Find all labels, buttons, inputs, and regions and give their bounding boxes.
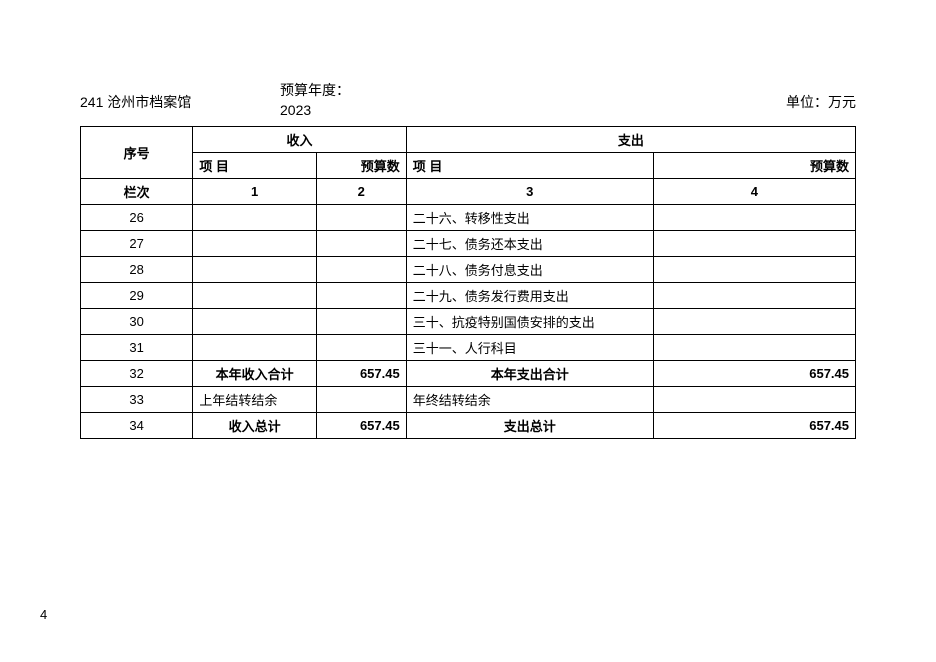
expense-budget-cell: [653, 309, 855, 335]
income-subtotal-label: 本年收入合计: [193, 361, 317, 387]
year-info: 预算年度： 2023: [280, 80, 430, 118]
table-row: 26 二十六、转移性支出: [81, 205, 856, 231]
column-3: 3: [406, 179, 653, 205]
page-number: 4: [40, 607, 47, 622]
seq-cell: 33: [81, 387, 193, 413]
income-budget-cell: [316, 231, 406, 257]
seq-cell: 34: [81, 413, 193, 439]
table-row: 28 二十八、债务付息支出: [81, 257, 856, 283]
income-subtotal-value: 657.45: [316, 361, 406, 387]
seq-cell: 28: [81, 257, 193, 283]
income-budget-header: 预算数: [316, 153, 406, 179]
header-row-1: 序号 收入 支出: [81, 127, 856, 153]
seq-header: 序号: [81, 127, 193, 179]
income-carryover-value: [316, 387, 406, 413]
column-label: 栏次: [81, 179, 193, 205]
seq-cell: 31: [81, 335, 193, 361]
expense-header: 支出: [406, 127, 855, 153]
budget-year: 2023: [280, 102, 430, 118]
income-budget-cell: [316, 257, 406, 283]
carryover-row: 33 上年结转结余 年终结转结余: [81, 387, 856, 413]
expense-carryover-value: [653, 387, 855, 413]
income-item-cell: [193, 231, 317, 257]
expense-subtotal-label: 本年支出合计: [406, 361, 653, 387]
income-item-header: 项 目: [193, 153, 317, 179]
income-item-cell: [193, 205, 317, 231]
org-info: 241 沧州市档案馆: [80, 80, 280, 112]
income-item-cell: [193, 309, 317, 335]
income-header: 收入: [193, 127, 406, 153]
unit-label: 单位：万元: [430, 80, 856, 112]
seq-cell: 26: [81, 205, 193, 231]
column-4: 4: [653, 179, 855, 205]
income-budget-cell: [316, 205, 406, 231]
expense-budget-cell: [653, 283, 855, 309]
income-budget-cell: [316, 283, 406, 309]
table-row: 29 二十九、债务发行费用支出: [81, 283, 856, 309]
org-name: 沧州市档案馆: [107, 94, 191, 110]
column-2: 2: [316, 179, 406, 205]
total-row: 34 收入总计 657.45 支出总计 657.45: [81, 413, 856, 439]
expense-item-cell: 三十、抗疫特别国债安排的支出: [406, 309, 653, 335]
income-budget-cell: [316, 335, 406, 361]
expense-item-cell: 二十七、债务还本支出: [406, 231, 653, 257]
subtotal-row: 32 本年收入合计 657.45 本年支出合计 657.45: [81, 361, 856, 387]
expense-budget-header: 预算数: [653, 153, 855, 179]
expense-item-cell: 二十八、债务付息支出: [406, 257, 653, 283]
income-total-label: 收入总计: [193, 413, 317, 439]
budget-year-label: 预算年度：: [280, 80, 430, 100]
expense-carryover-cell: 年终结转结余: [406, 387, 653, 413]
expense-item-cell: 二十六、转移性支出: [406, 205, 653, 231]
income-item-cell: [193, 335, 317, 361]
expense-budget-cell: [653, 257, 855, 283]
table-row: 27 二十七、债务还本支出: [81, 231, 856, 257]
expense-budget-cell: [653, 231, 855, 257]
expense-total-value: 657.45: [653, 413, 855, 439]
seq-cell: 29: [81, 283, 193, 309]
expense-total-label: 支出总计: [406, 413, 653, 439]
income-item-cell: [193, 283, 317, 309]
income-item-cell: [193, 257, 317, 283]
income-budget-cell: [316, 309, 406, 335]
expense-subtotal-value: 657.45: [653, 361, 855, 387]
income-total-value: 657.45: [316, 413, 406, 439]
income-carryover-cell: 上年结转结余: [193, 387, 317, 413]
expense-budget-cell: [653, 205, 855, 231]
seq-cell: 27: [81, 231, 193, 257]
column-1: 1: [193, 179, 317, 205]
expense-budget-cell: [653, 335, 855, 361]
table-row: 30 三十、抗疫特别国债安排的支出: [81, 309, 856, 335]
expense-item-cell: 二十九、债务发行费用支出: [406, 283, 653, 309]
org-code: 241: [80, 94, 103, 110]
header-row-2: 项 目 预算数 项 目 预算数: [81, 153, 856, 179]
seq-cell: 30: [81, 309, 193, 335]
seq-cell: 32: [81, 361, 193, 387]
budget-table: 序号 收入 支出 项 目 预算数 项 目 预算数 栏次 1 2 3 4 26 二…: [80, 126, 856, 439]
expense-item-header: 项 目: [406, 153, 653, 179]
document-header: 241 沧州市档案馆 预算年度： 2023 单位：万元: [80, 80, 856, 118]
column-number-row: 栏次 1 2 3 4: [81, 179, 856, 205]
expense-item-cell: 三十一、人行科目: [406, 335, 653, 361]
table-row: 31 三十一、人行科目: [81, 335, 856, 361]
